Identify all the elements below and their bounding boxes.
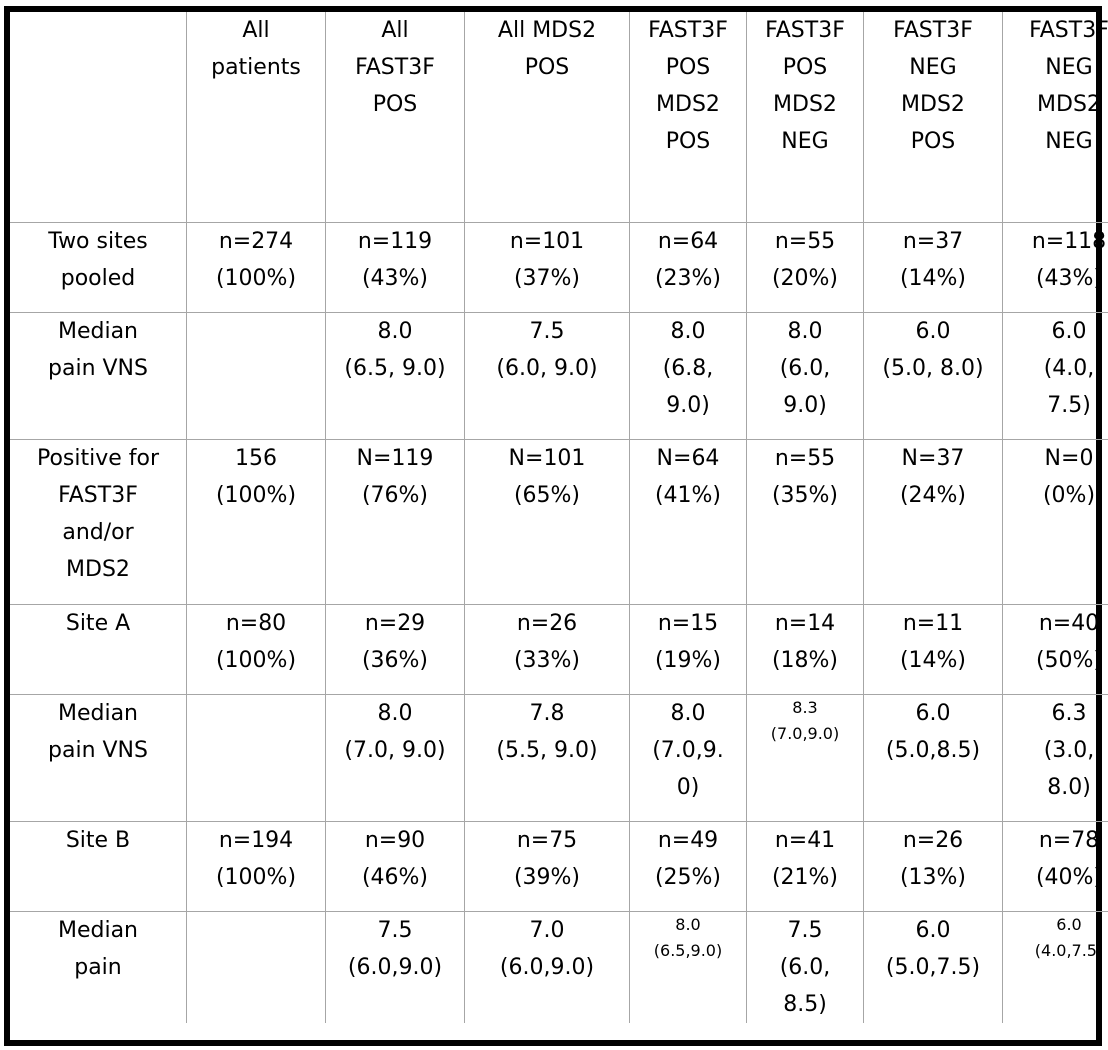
table-cell: n=15 (19%) [629, 603, 747, 695]
table-cell: n=55 (20%) [746, 221, 864, 313]
table-cell: n=11 (14%) [863, 603, 1003, 695]
header-cell: FAST3F POS MDS2 POS [629, 12, 747, 223]
table-cell: 7.5 (6.0, 9.0) [464, 311, 630, 440]
table-cell: 7.5 (6.0,9.0) [325, 910, 465, 1023]
table-row: Site A n=80 (100%) n=29 (36%) n=26 (33%)… [10, 603, 1108, 695]
table-row: Median pain VNS 8.0 (6.5, 9.0) 7.5 (6.0,… [10, 311, 1108, 440]
table-cell: 8.0 (7.0,9. 0) [629, 693, 747, 822]
table-cell: 8.0 (6.8, 9.0) [629, 311, 747, 440]
table-cell: N=64 (41%) [629, 438, 747, 605]
table-cell: n=26 (13%) [863, 820, 1003, 912]
header-cell: FAST3F NEG MDS2 NEG [1002, 12, 1108, 223]
data-table-frame: All patients All FAST3F POS All MDS2 POS… [4, 6, 1108, 1046]
table-cell: n=37 (14%) [863, 221, 1003, 313]
table-cell: 8.0 (6.5,9.0) [629, 910, 747, 1023]
table-cell: 8.0 (6.0, 9.0) [746, 311, 864, 440]
table-cell: n=64 (23%) [629, 221, 747, 313]
row-label: Median pain VNS [10, 311, 187, 440]
table-cell: N=37 (24%) [863, 438, 1003, 605]
table-cell: n=26 (33%) [464, 603, 630, 695]
table-cell: N=101 (65%) [464, 438, 630, 605]
table-cell [186, 693, 326, 822]
table-cell: n=78 (40%) [1002, 820, 1108, 912]
table-cell: 7.0 (6.0,9.0) [464, 910, 630, 1023]
table-cell: 6.0 (5.0,7.5) [863, 910, 1003, 1023]
header-cell: All MDS2 POS [464, 12, 630, 223]
table-cell: N=0 (0%) [1002, 438, 1108, 605]
table-cell: 8.0 (7.0, 9.0) [325, 693, 465, 822]
table-cell: 7.8 (5.5, 9.0) [464, 693, 630, 822]
table-cell: 156 (100%) [186, 438, 326, 605]
row-label: Median pain [10, 910, 187, 1023]
table-cell: 7.5 (6.0, 8.5) [746, 910, 864, 1023]
table-row: Median pain VNS 8.0 (7.0, 9.0) 7.8 (5.5,… [10, 693, 1108, 822]
header-cell: FAST3F NEG MDS2 POS [863, 12, 1003, 223]
table-cell: 8.3 (7.0,9.0) [746, 693, 864, 822]
table-row: Two sites pooled n=274 (100%) n=119 (43%… [10, 221, 1108, 313]
table-cell: N=119 (76%) [325, 438, 465, 605]
table-cell: n=80 (100%) [186, 603, 326, 695]
table-cell: n=118 (43%) [1002, 221, 1108, 313]
table-cell: n=55 (35%) [746, 438, 864, 605]
header-row: All patients All FAST3F POS All MDS2 POS… [10, 12, 1108, 223]
table-cell: n=194 (100%) [186, 820, 326, 912]
table-cell: n=101 (37%) [464, 221, 630, 313]
row-label: Site A [10, 603, 187, 695]
table-row: Median pain 7.5 (6.0,9.0) 7.0 (6.0,9.0) … [10, 910, 1108, 1023]
row-label: Site B [10, 820, 187, 912]
table-cell: n=90 (46%) [325, 820, 465, 912]
table-row: Site B n=194 (100%) n=90 (46%) n=75 (39%… [10, 820, 1108, 912]
table-cell [186, 311, 326, 440]
table-cell: 8.0 (6.5, 9.0) [325, 311, 465, 440]
header-cell [10, 12, 187, 223]
table-cell [186, 910, 326, 1023]
table-cell: 6.0 (5.0, 8.0) [863, 311, 1003, 440]
table-cell: n=41 (21%) [746, 820, 864, 912]
row-label: Two sites pooled [10, 221, 187, 313]
results-table: All patients All FAST3F POS All MDS2 POS… [10, 12, 1108, 1023]
table-cell: n=119 (43%) [325, 221, 465, 313]
table-row: Positive for FAST3F and/or MDS2 156 (100… [10, 438, 1108, 605]
table-cell: n=29 (36%) [325, 603, 465, 695]
header-cell: All patients [186, 12, 326, 223]
header-cell: FAST3F POS MDS2 NEG [746, 12, 864, 223]
table-cell: 6.0 (5.0,8.5) [863, 693, 1003, 822]
row-label: Median pain VNS [10, 693, 187, 822]
table-cell: 6.0 (4.0, 7.5) [1002, 311, 1108, 440]
table-cell: n=274 (100%) [186, 221, 326, 313]
table-cell: n=40 (50%) [1002, 603, 1108, 695]
table-cell: 6.3 (3.0, 8.0) [1002, 693, 1108, 822]
row-label: Positive for FAST3F and/or MDS2 [10, 438, 187, 605]
table-cell: n=49 (25%) [629, 820, 747, 912]
table-cell: 6.0 (4.0,7.5) [1002, 910, 1108, 1023]
table-cell: n=75 (39%) [464, 820, 630, 912]
table-cell: n=14 (18%) [746, 603, 864, 695]
header-cell: All FAST3F POS [325, 12, 465, 223]
